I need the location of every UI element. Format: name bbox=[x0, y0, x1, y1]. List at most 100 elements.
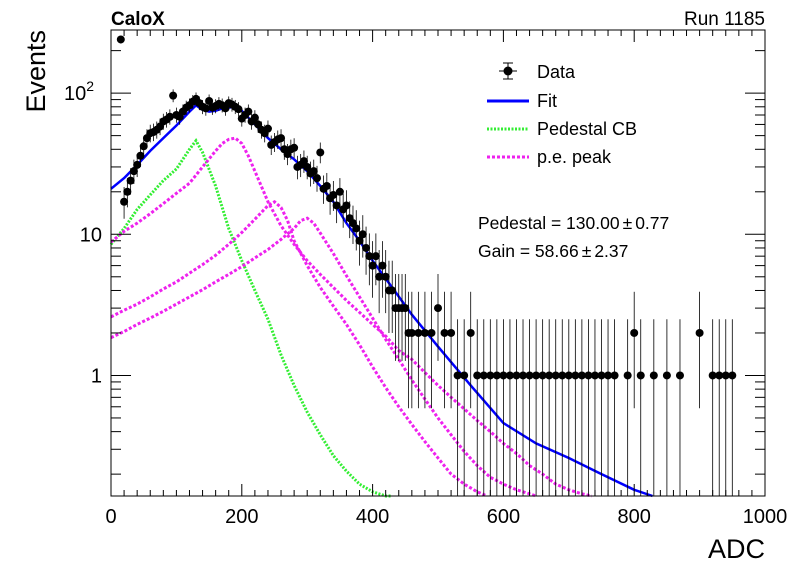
data-point bbox=[136, 151, 145, 160]
data-point bbox=[728, 371, 737, 380]
data-point bbox=[309, 167, 318, 176]
data-point bbox=[277, 134, 286, 143]
data-point bbox=[623, 371, 632, 380]
data-point bbox=[234, 105, 243, 114]
x-tick-label: 1000 bbox=[743, 506, 788, 528]
gain-value: 58.66 bbox=[535, 241, 579, 261]
data-point bbox=[551, 371, 560, 380]
legend-label-pedestal: Pedestal CB bbox=[537, 119, 637, 139]
data-point bbox=[460, 371, 469, 380]
pedestal-label: Pedestal = bbox=[478, 213, 566, 233]
y-tick-label: 10 bbox=[80, 224, 102, 246]
data-point bbox=[505, 371, 514, 380]
data-point bbox=[564, 371, 573, 380]
series-pedestal-cb-curve bbox=[109, 137, 391, 498]
data-point bbox=[139, 142, 148, 151]
data-point bbox=[636, 371, 645, 380]
data-point bbox=[577, 371, 586, 380]
legend-label-data: Data bbox=[537, 62, 576, 82]
data-point bbox=[299, 157, 308, 166]
data-point bbox=[133, 160, 142, 169]
data-point bbox=[721, 371, 730, 380]
data-point bbox=[427, 328, 436, 337]
data-point bbox=[675, 371, 684, 380]
header-left-label: CaloX bbox=[111, 9, 165, 30]
data-point bbox=[371, 252, 380, 261]
data-point bbox=[649, 371, 658, 380]
legend-item-fit: Fit bbox=[487, 91, 557, 111]
data-point bbox=[447, 328, 456, 337]
legend-data-marker-icon bbox=[503, 66, 513, 76]
data-point bbox=[473, 371, 482, 380]
data-point bbox=[263, 124, 272, 133]
data-point bbox=[313, 174, 322, 183]
data-point bbox=[715, 371, 724, 380]
data-point bbox=[401, 304, 410, 313]
data-point bbox=[352, 224, 361, 233]
data-point bbox=[610, 371, 619, 380]
data-point bbox=[244, 107, 253, 116]
header-right-label: Run 1185 bbox=[684, 9, 765, 30]
gain-pm: ± bbox=[582, 241, 592, 261]
data-point bbox=[126, 176, 135, 185]
data-point bbox=[604, 371, 613, 380]
data-point bbox=[571, 371, 580, 380]
data-point bbox=[290, 143, 299, 152]
legend-label-pe-peak: p.e. peak bbox=[537, 147, 612, 167]
data-point bbox=[205, 96, 214, 105]
x-tick-label: 0 bbox=[105, 506, 116, 528]
data-point bbox=[584, 371, 593, 380]
data-point bbox=[407, 328, 416, 337]
legend-item-pe-peak: p.e. peak bbox=[487, 147, 612, 167]
gain-label: Gain = bbox=[478, 241, 535, 261]
data-point bbox=[630, 328, 639, 337]
pedestal-value: 130.00 bbox=[566, 213, 620, 233]
data-point bbox=[332, 201, 341, 210]
y-axis-title: Events bbox=[21, 30, 51, 113]
data-point bbox=[525, 371, 534, 380]
data-point bbox=[708, 371, 717, 380]
data-point bbox=[597, 371, 606, 380]
data-point bbox=[512, 371, 521, 380]
data-point bbox=[453, 371, 462, 380]
pedestal-annotation: Pedestal = 130.00 ±0.77 bbox=[478, 213, 669, 233]
data-point bbox=[316, 148, 325, 157]
data-point bbox=[466, 328, 475, 337]
gain-error: 2.37 bbox=[594, 241, 628, 261]
data-point bbox=[434, 304, 442, 313]
y-tick-label: 1 bbox=[91, 365, 102, 387]
data-point bbox=[303, 162, 312, 171]
data-point bbox=[358, 230, 367, 239]
legend: Data Fit Pedestal CB p.e. peak bbox=[487, 62, 637, 167]
data-point bbox=[381, 272, 390, 281]
data-point bbox=[116, 35, 125, 44]
data-points-layer bbox=[116, 35, 737, 496]
data-point bbox=[440, 328, 449, 337]
data-point bbox=[695, 328, 704, 337]
data-point bbox=[662, 371, 671, 380]
data-point bbox=[165, 112, 174, 121]
data-point bbox=[545, 371, 554, 380]
x-tick-label: 400 bbox=[356, 506, 389, 528]
x-tick-label: 600 bbox=[487, 506, 520, 528]
data-point bbox=[120, 197, 129, 206]
data-point bbox=[342, 201, 351, 210]
data-point bbox=[486, 371, 495, 380]
data-point bbox=[355, 236, 364, 245]
data-point bbox=[388, 286, 397, 295]
legend-item-pedestal: Pedestal CB bbox=[487, 119, 637, 139]
y-tick-label: 102 bbox=[64, 78, 94, 105]
pedestal-pm: ± bbox=[623, 213, 633, 233]
data-point bbox=[479, 371, 488, 380]
x-tick-label: 200 bbox=[225, 506, 258, 528]
series-p-e-peak-2-curve bbox=[110, 199, 488, 498]
data-point bbox=[499, 371, 508, 380]
series-p-e-peak-3-curve bbox=[110, 216, 537, 498]
data-point bbox=[590, 371, 599, 380]
data-point bbox=[378, 261, 387, 270]
pedestal-error: 0.77 bbox=[635, 213, 669, 233]
data-point bbox=[492, 371, 501, 380]
data-point bbox=[362, 243, 371, 252]
data-point bbox=[532, 371, 541, 380]
